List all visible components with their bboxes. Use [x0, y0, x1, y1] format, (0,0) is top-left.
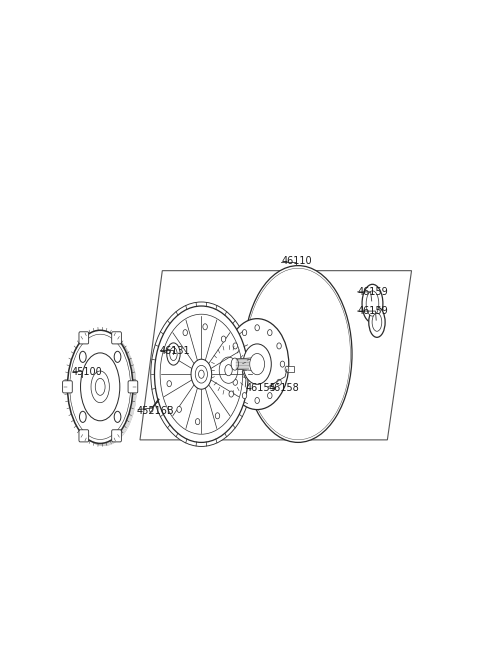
Text: 46110: 46110	[281, 256, 312, 266]
Ellipse shape	[95, 379, 105, 396]
Ellipse shape	[183, 329, 188, 336]
Ellipse shape	[195, 419, 200, 424]
Text: 45100: 45100	[71, 367, 102, 377]
FancyBboxPatch shape	[79, 430, 89, 442]
Ellipse shape	[372, 313, 382, 331]
Text: 46159: 46159	[358, 287, 388, 297]
Polygon shape	[235, 358, 256, 371]
Ellipse shape	[114, 351, 121, 362]
Ellipse shape	[255, 325, 259, 331]
Ellipse shape	[81, 353, 120, 420]
FancyBboxPatch shape	[62, 380, 72, 393]
Text: 46131: 46131	[160, 346, 191, 356]
Ellipse shape	[169, 352, 174, 358]
Ellipse shape	[250, 354, 264, 375]
Ellipse shape	[177, 406, 181, 413]
Ellipse shape	[277, 343, 281, 349]
Ellipse shape	[199, 370, 204, 379]
Ellipse shape	[277, 379, 281, 385]
Ellipse shape	[233, 379, 238, 385]
FancyBboxPatch shape	[128, 380, 138, 393]
Ellipse shape	[229, 391, 233, 397]
Ellipse shape	[244, 266, 352, 442]
Ellipse shape	[219, 357, 238, 383]
FancyBboxPatch shape	[112, 332, 121, 344]
Ellipse shape	[167, 380, 171, 387]
Ellipse shape	[226, 319, 289, 409]
Ellipse shape	[242, 392, 247, 399]
Polygon shape	[287, 366, 294, 372]
Text: 46158: 46158	[268, 383, 299, 393]
Ellipse shape	[67, 330, 133, 443]
Ellipse shape	[203, 324, 207, 330]
Ellipse shape	[80, 411, 86, 422]
FancyBboxPatch shape	[79, 332, 89, 344]
Ellipse shape	[233, 343, 238, 349]
Ellipse shape	[114, 411, 121, 422]
Ellipse shape	[243, 344, 271, 384]
Ellipse shape	[70, 334, 131, 440]
Ellipse shape	[229, 361, 234, 367]
Ellipse shape	[255, 398, 259, 403]
Ellipse shape	[195, 365, 207, 383]
Polygon shape	[140, 271, 411, 440]
Ellipse shape	[80, 351, 86, 362]
Ellipse shape	[280, 361, 285, 367]
Ellipse shape	[151, 302, 252, 447]
Ellipse shape	[285, 366, 289, 372]
Ellipse shape	[211, 345, 246, 396]
Ellipse shape	[170, 348, 177, 361]
Ellipse shape	[191, 359, 212, 389]
Ellipse shape	[160, 314, 242, 434]
Ellipse shape	[155, 306, 248, 442]
Ellipse shape	[215, 413, 220, 419]
Ellipse shape	[369, 307, 385, 337]
Ellipse shape	[242, 329, 247, 336]
Ellipse shape	[231, 361, 236, 368]
Ellipse shape	[91, 371, 109, 403]
Ellipse shape	[267, 329, 272, 336]
Ellipse shape	[231, 358, 239, 370]
Ellipse shape	[225, 365, 232, 376]
Ellipse shape	[366, 291, 379, 316]
Text: 46159: 46159	[358, 306, 388, 316]
Text: 46155: 46155	[245, 383, 276, 393]
Ellipse shape	[267, 392, 272, 399]
Ellipse shape	[221, 336, 226, 342]
Ellipse shape	[149, 407, 153, 412]
Ellipse shape	[362, 284, 383, 323]
FancyBboxPatch shape	[112, 430, 121, 442]
Text: 45216B: 45216B	[136, 406, 174, 416]
Ellipse shape	[167, 343, 180, 365]
